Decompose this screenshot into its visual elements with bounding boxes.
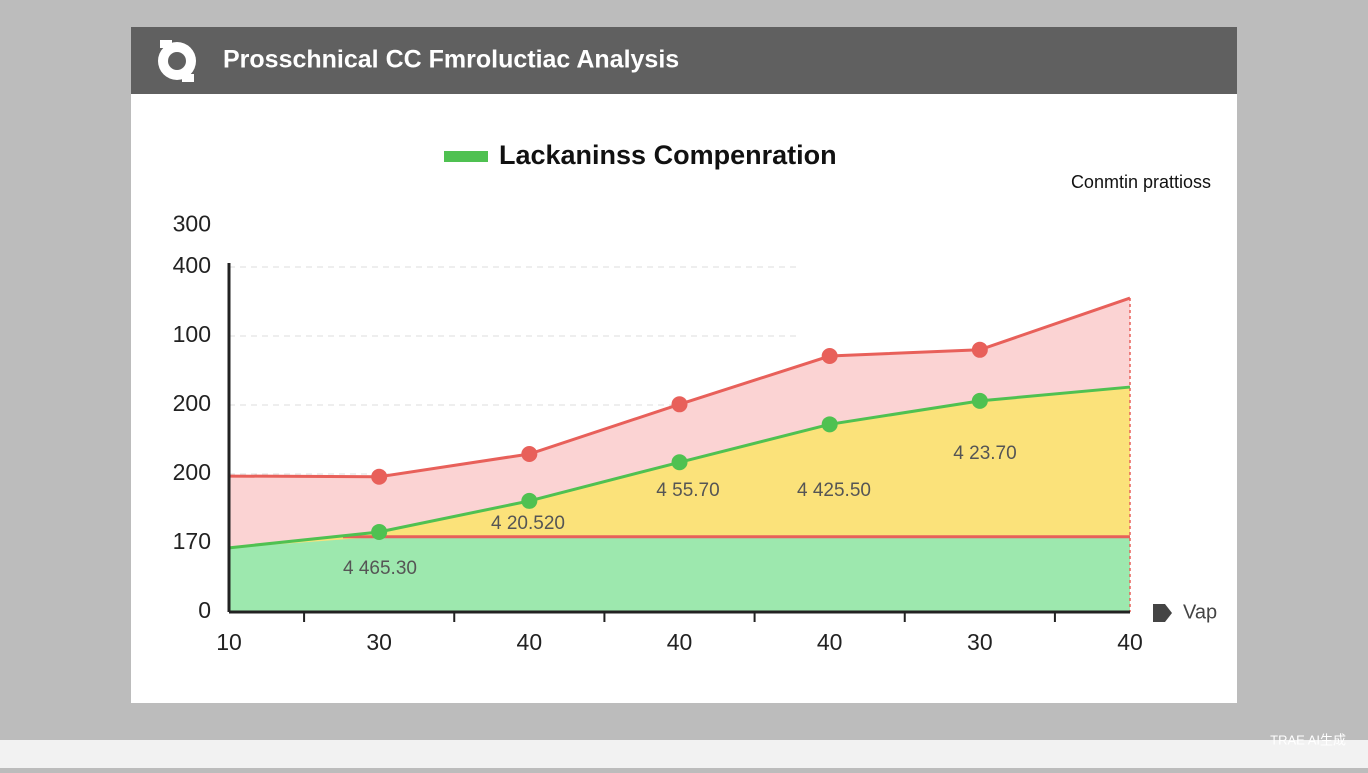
point — [371, 468, 388, 485]
point — [971, 341, 988, 358]
watermark: TRAE AI生成 — [1270, 732, 1346, 747]
y-tick-label: 0 — [198, 597, 211, 623]
point — [671, 396, 688, 413]
point — [521, 492, 538, 509]
x-tick-label: 30 — [366, 629, 392, 655]
x-tick-label: 40 — [1117, 629, 1143, 655]
y-tick-label: 100 — [173, 321, 211, 347]
legend-label: Lackaninss Compenration — [499, 140, 837, 170]
header-bar — [131, 27, 1237, 94]
annotation: 4 23.70 — [953, 443, 1016, 464]
point — [821, 416, 838, 433]
reference-area — [229, 536, 1130, 612]
x-axis-label: Vap — [1183, 601, 1217, 623]
x-tick-label: 30 — [967, 629, 993, 655]
x-label-marker — [1153, 604, 1172, 622]
y-tick-label: 170 — [173, 528, 211, 554]
y-tick-label: 200 — [173, 459, 211, 485]
plot: 0 170 200 200 100 400 300 10 30 40 40 40 30 40 Vap Lack… — [173, 140, 1217, 655]
header-title: Prosschnical CC Fmroluctiac Analysis — [223, 46, 679, 74]
annotation: 4 425.50 — [797, 480, 871, 501]
point — [671, 454, 688, 471]
logo — [158, 40, 196, 82]
legend-swatch — [444, 151, 488, 162]
x-tick-label: 40 — [817, 629, 843, 655]
x-tick-label: 40 — [667, 629, 693, 655]
point — [521, 445, 538, 462]
y-tick-label: 200 — [173, 390, 211, 416]
point — [821, 348, 838, 365]
point — [371, 523, 388, 540]
y-tick-label: 400 — [173, 252, 211, 278]
annotation: 4 20.520 — [491, 513, 565, 534]
x-tick-label: 10 — [216, 629, 242, 655]
point — [971, 392, 988, 409]
x-tick-label: 40 — [517, 629, 543, 655]
y-tick-label: 300 — [173, 211, 211, 237]
annotation: 4 55.70 — [656, 480, 719, 501]
annotation: 4 465.30 — [343, 558, 417, 579]
bottom-band — [0, 740, 1368, 768]
legend-label: Conmtin prattioss — [1071, 172, 1211, 192]
